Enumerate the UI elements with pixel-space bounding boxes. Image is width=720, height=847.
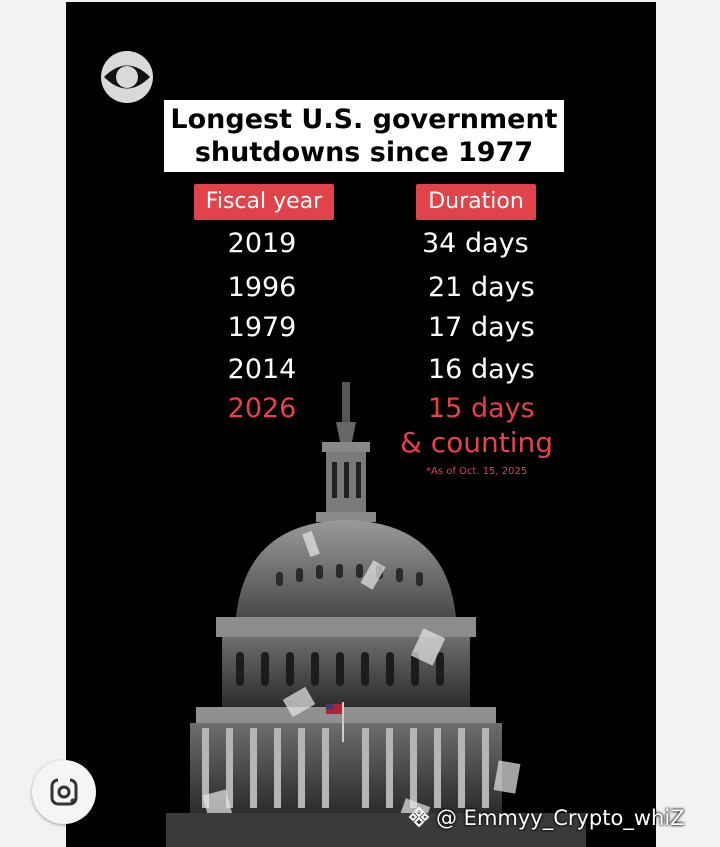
fiscal-year-header: Fiscal year (194, 184, 334, 220)
row-duration: 17 days (428, 312, 535, 343)
google-lens-icon (50, 777, 78, 806)
page-title: Longest U.S. government shutdowns since … (164, 100, 564, 172)
title-line-1: Longest U.S. government (170, 104, 558, 135)
row-year-current: 2026 (227, 393, 297, 424)
title-line-2: shutdowns since 1977 (194, 137, 534, 168)
google-lens-button[interactable] (32, 760, 96, 824)
infographic-card: Longest U.S. government shutdowns since … (66, 2, 656, 847)
cbs-eye-logo-icon (101, 51, 153, 103)
capitol-building-icon (166, 382, 586, 847)
row-year: 2014 (227, 354, 297, 385)
watermark-handle: @ Emmyy_Crypto_whiZ (436, 806, 685, 830)
row-year: 2019 (227, 228, 297, 259)
row-duration: 16 days (428, 354, 535, 385)
row-duration-current: 15 days (428, 393, 535, 424)
row-duration: 21 days (428, 272, 535, 303)
watermark: @ Emmyy_Crypto_whiZ (408, 806, 685, 830)
row-duration: 34 days (422, 228, 529, 259)
row-year: 1979 (227, 312, 297, 343)
duration-header: Duration (416, 184, 536, 220)
row-year: 1996 (227, 272, 297, 303)
as-of-note: *As of Oct. 15, 2025 (426, 466, 528, 477)
binance-icon (408, 806, 430, 828)
counting-label: & counting (400, 426, 554, 459)
